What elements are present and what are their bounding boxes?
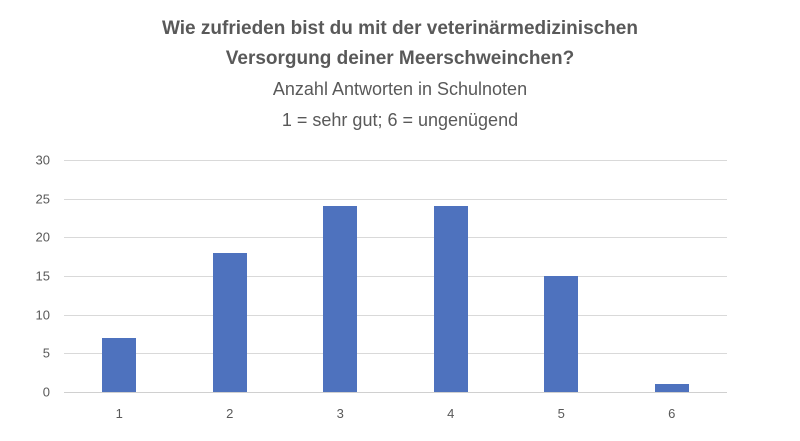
gridline [64,353,727,355]
gridline [64,314,727,316]
y-tick-label: 30 [35,152,50,168]
bar-4[interactable] [433,206,468,392]
bar-6[interactable] [654,384,689,392]
x-tick-label: 2 [226,406,234,421]
gridline [64,160,727,161]
chart-title-line-1: Wie zufrieden bist du mit der veterinärm… [162,18,638,39]
plot-area [64,160,727,393]
bar-1[interactable] [102,337,137,392]
gridline [64,276,727,277]
bar-3[interactable] [323,206,358,392]
x-tick-label: 5 [557,406,565,421]
x-tick-label: 1 [115,406,123,421]
x-tick-label: 6 [668,406,676,421]
x-tick-label: 3 [336,406,344,421]
chart-subtitle-line-2: 1 = sehr gut; 6 = ungenügend [281,110,519,130]
y-tick-label: 25 [35,191,50,207]
y-tick-label: 20 [35,229,50,245]
chart-subtitle-line-1: Anzahl Antworten in Schulnoten [272,79,528,99]
gridline [64,237,727,239]
y-tick-label: 10 [35,307,50,323]
bar-5[interactable] [544,276,579,392]
y-tick-label: 0 [42,384,50,400]
y-tick-label: 15 [35,268,50,284]
chart-title-line-2: Versorgung deiner Meerschweinchen? [225,48,575,69]
gridline [64,198,727,200]
x-tick-label: 4 [447,406,455,421]
y-tick-label: 5 [42,345,50,361]
gridline [64,392,727,393]
bar-2[interactable] [212,252,247,392]
